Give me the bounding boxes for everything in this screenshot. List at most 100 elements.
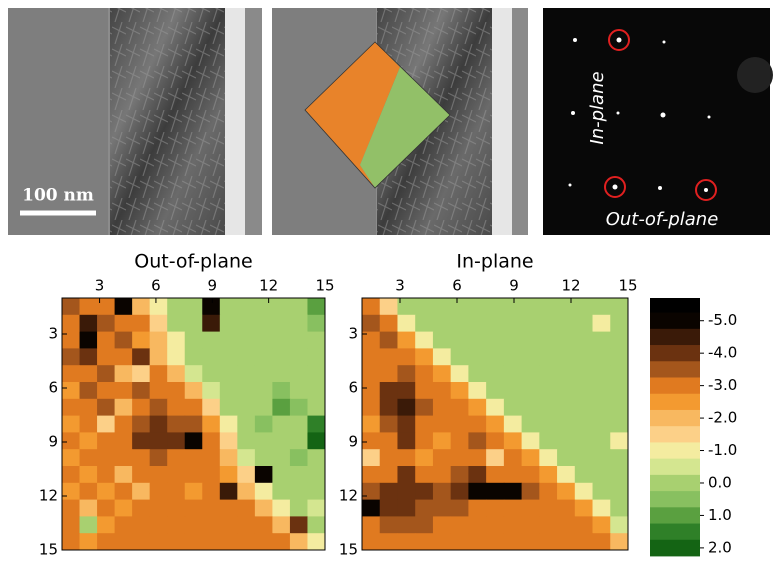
heatmap-cell <box>539 298 557 315</box>
heatmap-cell <box>167 516 185 533</box>
heatmap-cell <box>237 382 255 399</box>
heatmap-cell <box>468 399 486 416</box>
heatmap-cell <box>575 483 593 500</box>
heatmap-cell <box>290 382 308 399</box>
heatmap-cell <box>272 449 290 466</box>
heatmap-cell <box>150 399 168 416</box>
heatmap-cell <box>290 466 308 483</box>
heatmap-cell <box>167 449 185 466</box>
heatmap-cell <box>132 365 150 382</box>
heatmap-cell <box>380 449 398 466</box>
heatmap-cell <box>237 432 255 449</box>
heatmap-cell <box>380 298 398 315</box>
heatmap-cell <box>185 432 203 449</box>
heatmap-cell <box>202 315 220 332</box>
heatmap-cell <box>397 348 415 365</box>
heatmap-cell <box>62 466 80 483</box>
heatmap-cell <box>557 298 575 315</box>
heatmap-cell <box>415 348 433 365</box>
heatmap-cell <box>575 348 593 365</box>
heatmap-cell <box>362 449 380 466</box>
heatmap-cell <box>575 500 593 517</box>
heatmap-cell <box>185 483 203 500</box>
heatmap-cell <box>272 399 290 416</box>
heatmap-cell <box>290 500 308 517</box>
colorbar-band <box>650 540 700 557</box>
heatmap-cell <box>539 332 557 349</box>
chart-title: Out-of-plane <box>134 251 253 273</box>
heatmap-cell <box>486 332 504 349</box>
heatmap-cell <box>504 365 522 382</box>
heatmap-cell <box>150 500 168 517</box>
heatmap-cell <box>380 315 398 332</box>
heatmap-cell <box>185 466 203 483</box>
heatmap-cell <box>167 348 185 365</box>
heatmap-cell <box>610 332 628 349</box>
heatmap-cell <box>150 298 168 315</box>
scale-bar-label: 100 nm <box>22 186 94 206</box>
heatmap-cell <box>380 432 398 449</box>
heatmap-cell <box>610 298 628 315</box>
heatmap-cell <box>593 516 611 533</box>
colorbar-band <box>650 442 700 459</box>
heatmap-cell <box>504 315 522 332</box>
heatmap-cell <box>522 533 540 550</box>
x-tick-label: 15 <box>315 277 334 295</box>
y-tick-label: 12 <box>39 487 58 505</box>
heatmap-cell <box>132 432 150 449</box>
heatmap-cell <box>397 399 415 416</box>
heatmap-cell <box>185 399 203 416</box>
colorbar-band <box>650 491 700 508</box>
heatmap-cell <box>290 416 308 433</box>
heatmap-cell <box>97 348 115 365</box>
heatmap-cell <box>593 382 611 399</box>
heatmap-cell <box>522 365 540 382</box>
heatmap-cell <box>593 449 611 466</box>
heatmap-cell <box>290 516 308 533</box>
heatmap-cell <box>307 516 325 533</box>
chart-title: In-plane <box>456 251 533 273</box>
heatmap-cell <box>504 466 522 483</box>
heatmap-cell <box>610 449 628 466</box>
heatmap-cell <box>451 399 469 416</box>
heatmap-cell <box>115 483 133 500</box>
heatmap-cell <box>451 382 469 399</box>
heatmap-cell <box>593 416 611 433</box>
x-tick-label: 9 <box>208 277 218 295</box>
heatmap-cell <box>202 365 220 382</box>
heatmap-cell <box>220 466 238 483</box>
heatmap-cell <box>150 332 168 349</box>
heatmap-cell <box>150 449 168 466</box>
heatmap-cell <box>380 399 398 416</box>
heatmap-cell <box>415 416 433 433</box>
heatmap-cell <box>307 365 325 382</box>
heatmap-cell <box>539 416 557 433</box>
heatmap-cell <box>150 416 168 433</box>
heatmap-cell <box>468 382 486 399</box>
heatmap-cell <box>290 483 308 500</box>
colorbar-band <box>650 475 700 492</box>
heatmap-cell <box>539 533 557 550</box>
heatmap-cell <box>272 483 290 500</box>
heatmap-cell <box>255 382 273 399</box>
heatmap-cell <box>380 365 398 382</box>
heatmap-cell <box>220 533 238 550</box>
heatmap-cell <box>255 365 273 382</box>
heatmap-cell <box>468 483 486 500</box>
y-tick-label: 15 <box>339 541 358 559</box>
heatmap-cell <box>115 298 133 315</box>
heatmap-cell <box>575 365 593 382</box>
heatmap-cell <box>167 533 185 550</box>
heatmap-cell <box>397 332 415 349</box>
heatmap-cell <box>80 365 98 382</box>
heatmap-cell <box>307 533 325 550</box>
colorbar-band <box>650 410 700 427</box>
heatmap-cell <box>272 298 290 315</box>
x-tick-label: 9 <box>509 277 519 295</box>
heatmap-cell <box>433 533 451 550</box>
heatmap-cell <box>62 365 80 382</box>
heatmap-cell <box>380 348 398 365</box>
heatmap-cell <box>237 298 255 315</box>
heatmap-cell <box>307 432 325 449</box>
heatmap-cell <box>433 399 451 416</box>
